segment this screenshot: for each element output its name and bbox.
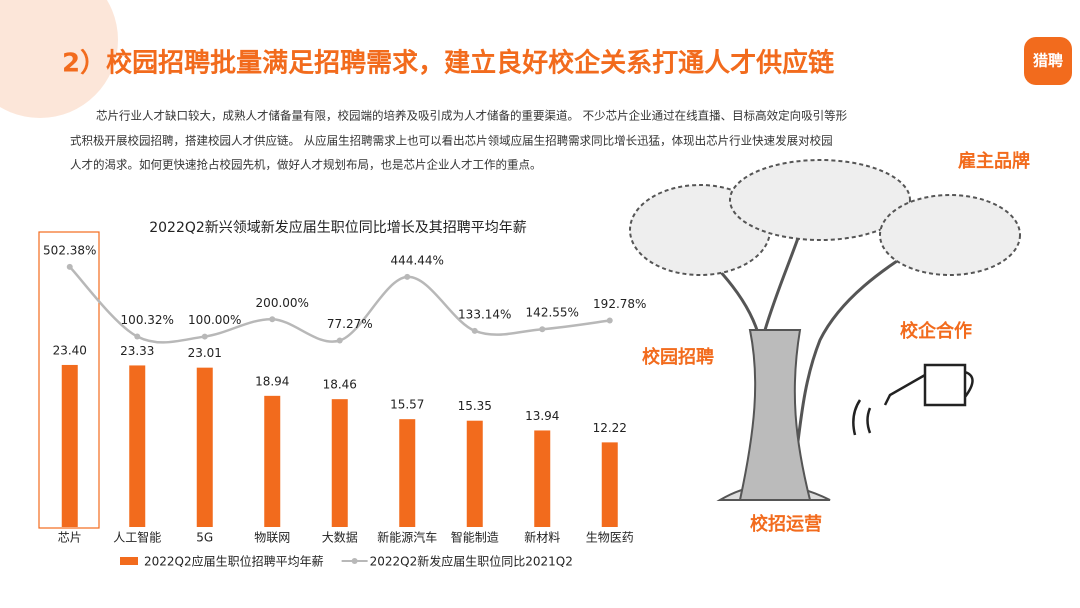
x-tick-label: 新材料	[524, 530, 560, 545]
intro-line: 人才的渴求。如何更快速抢占校园先机，做好人才规划布局，也是芯片企业人才工作的重点…	[70, 158, 542, 172]
x-tick-label: 人工智能	[113, 530, 161, 545]
intro-line: 芯片行业人才缺口较大，成熟人才储备量有限，校园端的培养及吸引成为人才储备的重要渠…	[96, 109, 848, 123]
bar	[196, 367, 213, 527]
bar-value-label: 23.33	[120, 344, 154, 358]
illustration-label: 校招运营	[750, 513, 822, 535]
bar-value-label: 18.94	[255, 374, 289, 388]
bar-value-label: 15.35	[458, 399, 492, 413]
line-point	[269, 316, 276, 323]
logo: 猎聘	[1033, 52, 1063, 70]
bar-value-label: 13.94	[525, 409, 559, 423]
line-point	[201, 333, 208, 340]
line-value-label: 142.55%	[526, 306, 579, 320]
line-value-label: 200.00%	[256, 296, 309, 310]
x-tick-label: 物联网	[254, 531, 290, 545]
x-tick-label: 新能源汽车	[377, 530, 437, 545]
decor-circle	[0, 0, 118, 118]
bar	[534, 430, 551, 527]
line-value-label: 133.14%	[458, 307, 511, 321]
line-value-label: 100.32%	[121, 313, 174, 327]
bar	[61, 364, 78, 527]
x-tick-label: 智能制造	[451, 530, 499, 545]
line-value-label: 444.44%	[391, 253, 444, 267]
line-point	[404, 273, 411, 280]
intro-line: 式积极开展校园招聘，搭建校园人才供应链。 从应届生招聘需求上也可以看出芯片领域应…	[70, 134, 833, 148]
illustration-label: 雇主品牌	[958, 150, 1030, 172]
bar-value-label: 23.01	[188, 346, 222, 360]
watering-can	[852, 363, 974, 436]
bar	[466, 420, 483, 527]
x-tick-label: 生物医药	[586, 531, 634, 545]
line-point	[336, 337, 343, 344]
legend-swatch	[351, 558, 358, 564]
bar	[399, 419, 416, 527]
x-tick-label: 5G	[196, 531, 213, 545]
legend-label: 2022Q2应届生职位招聘平均年薪	[144, 554, 324, 569]
line-point	[471, 327, 478, 334]
bar	[601, 442, 618, 527]
bar	[264, 395, 281, 527]
line-point	[606, 317, 613, 324]
legend-swatch	[120, 557, 138, 565]
bar-value-label: 15.57	[390, 398, 424, 412]
line-point	[66, 263, 73, 270]
highlight-box	[38, 231, 100, 529]
line-value-label: 192.78%	[593, 297, 646, 311]
chart-title: 2022Q2新兴领域新发应届生职位同比增长及其招聘平均年薪	[149, 219, 527, 236]
tree	[629, 159, 1021, 501]
line	[68, 266, 610, 344]
bar	[129, 365, 146, 527]
bar-value-label: 12.22	[593, 421, 627, 435]
bar-value-label: 18.46	[323, 378, 357, 392]
illustration-label: 校企合作	[900, 320, 972, 342]
bar	[331, 399, 348, 527]
line-value-label: 77.27%	[327, 317, 373, 331]
line-value-label: 100.00%	[188, 313, 241, 327]
x-tick-label: 大数据	[322, 530, 358, 545]
line-point	[539, 326, 546, 333]
slide-title: 2）校园招聘批量满足招聘需求，建立良好校企关系打通人才供应链	[62, 48, 834, 79]
illustration-label: 校园招聘	[642, 346, 714, 368]
logo-box	[1024, 37, 1072, 85]
legend-label: 2022Q2新发应届生职位同比2021Q2	[370, 554, 573, 569]
bar-value-label: 23.40	[53, 343, 87, 357]
x-tick-label: 芯片	[58, 531, 82, 545]
line-point	[134, 333, 141, 340]
line-value-label: 502.38%	[43, 243, 96, 257]
